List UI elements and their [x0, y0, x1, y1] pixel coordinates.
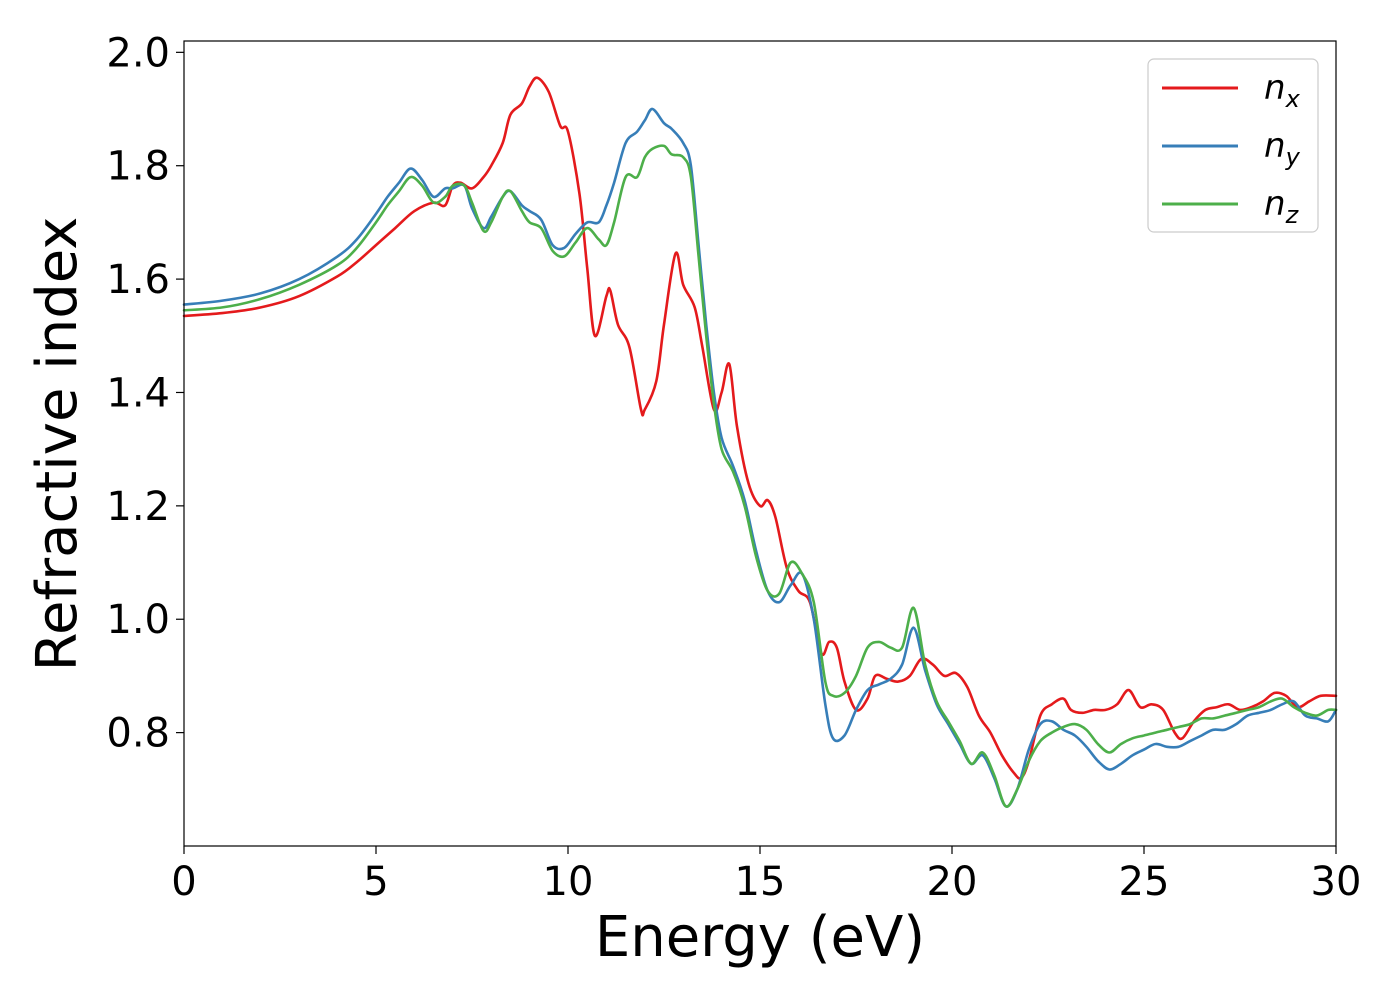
legend: nx ny nz: [1147, 58, 1319, 233]
y-axis: 0.8 1.0 1.2 1.4 1.6 1.8 2.0: [106, 30, 184, 757]
y-tick-label: 1.8: [106, 144, 170, 190]
x-tick-label: 0: [171, 859, 196, 905]
y-tick-label: 2.0: [106, 30, 170, 76]
x-tick-label: 25: [1119, 859, 1170, 905]
series-line-ny: [182, 107, 1338, 808]
y-tick-label: 1.4: [106, 370, 170, 416]
legend-label-ny: ny: [1264, 126, 1301, 171]
x-tick-label: 20: [927, 859, 978, 905]
series-line-nz: [182, 144, 1338, 808]
y-tick-label: 1.2: [106, 484, 170, 530]
x-tick-label: 5: [363, 859, 388, 905]
y-tick-label: 0.8: [106, 711, 170, 757]
legend-label-nx: nx: [1264, 68, 1301, 113]
x-axis: 0 5 10 15 20 25 30: [171, 846, 1361, 905]
legend-label-nz: nz: [1264, 184, 1300, 229]
series-line-nx: [182, 76, 1338, 780]
x-tick-label: 30: [1311, 859, 1362, 905]
x-tick-label: 10: [543, 859, 594, 905]
x-tick-label: 15: [735, 859, 786, 905]
y-tick-label: 1.6: [106, 257, 170, 303]
x-axis-label: Energy (eV): [595, 905, 925, 970]
y-axis-label: Refractive index: [25, 217, 90, 672]
y-tick-label: 1.0: [106, 597, 170, 643]
series-layer: [182, 76, 1338, 808]
plot-area: [184, 41, 1336, 846]
